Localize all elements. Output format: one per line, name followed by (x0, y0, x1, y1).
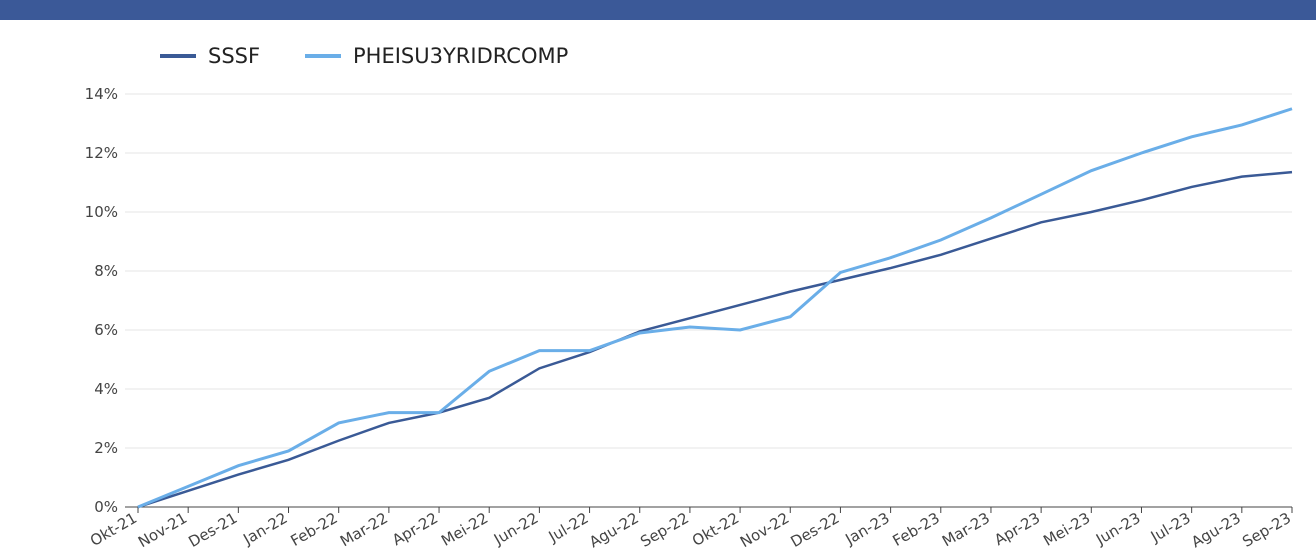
x-tick-label: Jul-22 (545, 509, 592, 546)
x-tick-label: Agu-22 (586, 509, 642, 550)
y-tick-label: 4% (94, 380, 118, 398)
y-tick-label: 0% (94, 498, 118, 516)
x-tick-label: Feb-22 (287, 509, 340, 550)
x-tick-label: Feb-23 (890, 509, 943, 550)
y-tick-label: 12% (85, 144, 118, 162)
x-tick-label: Jun-23 (1092, 509, 1143, 549)
header-bar (0, 0, 1316, 20)
x-tick-label: Jun-22 (490, 509, 541, 549)
series-line (137, 170, 1293, 509)
x-tick-label: Mar-23 (939, 509, 993, 550)
series-line (137, 107, 1293, 509)
x-tick-label: Mei-23 (1040, 509, 1093, 550)
x-tick-label: Apr-22 (389, 509, 441, 549)
y-tick-label: 10% (85, 203, 118, 221)
y-tick-label: 6% (94, 321, 118, 339)
x-tick-label: Mar-22 (337, 509, 391, 550)
x-tick-label: Nov-21 (135, 509, 190, 550)
y-tick-label: 8% (94, 262, 118, 280)
x-tick-label: Agu-23 (1188, 509, 1244, 550)
x-tick-label: Jan-23 (841, 509, 892, 549)
y-tick-label: 2% (94, 439, 118, 457)
x-tick-label: Jan-22 (239, 509, 290, 549)
x-tick-label: Sep-22 (637, 509, 692, 550)
y-tick-label: 14% (85, 85, 118, 103)
x-tick-label: Okt-22 (689, 509, 742, 550)
legend-label: PHEISU3YRIDRCOMP (353, 44, 568, 68)
x-tick-label: Apr-23 (991, 509, 1043, 549)
x-tick-label: Sep-23 (1239, 509, 1294, 550)
x-tick-label: Mei-22 (438, 509, 491, 550)
x-tick-label: Jul-23 (1147, 509, 1194, 546)
x-tick-label: Des-21 (185, 509, 240, 550)
x-tick-label: Nov-22 (737, 509, 792, 550)
legend-label: SSSF (208, 44, 260, 68)
x-tick-label: Des-22 (787, 509, 842, 550)
